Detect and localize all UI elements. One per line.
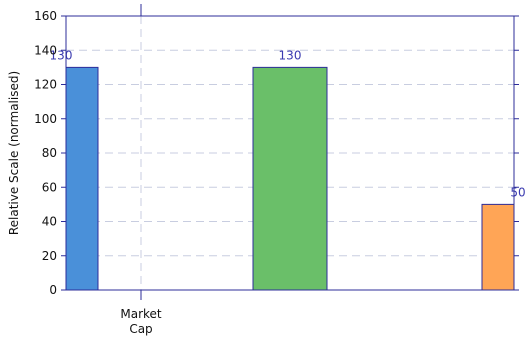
bars bbox=[65, 66, 515, 291]
y-tick-label: 120 bbox=[34, 78, 57, 92]
y-tick-label: 140 bbox=[34, 43, 57, 57]
y-tick-label: 0 bbox=[49, 283, 57, 297]
bar bbox=[65, 66, 99, 291]
bar bbox=[481, 203, 515, 291]
x-tick-label-line: Market bbox=[120, 307, 162, 321]
y-tick-label: 60 bbox=[42, 180, 57, 194]
y-tick-label: 20 bbox=[42, 249, 57, 263]
bar-value-label: 130 bbox=[279, 48, 302, 62]
x-tick-label-line: Cap bbox=[129, 322, 152, 336]
y-axis-label: Relative Scale (normalised) bbox=[7, 71, 21, 235]
bar bbox=[252, 66, 328, 291]
bar-value-label: 130 bbox=[50, 48, 73, 62]
y-tick-label: 100 bbox=[34, 112, 57, 126]
x-tick-label: Market Cap bbox=[120, 307, 162, 336]
y-tick-label: 160 bbox=[34, 9, 57, 23]
y-tick-label: 80 bbox=[42, 146, 57, 160]
y-tick-label: 40 bbox=[42, 215, 57, 229]
axes: 0 20 40 60 80 100 120 140 160 Market Cap bbox=[34, 4, 519, 336]
